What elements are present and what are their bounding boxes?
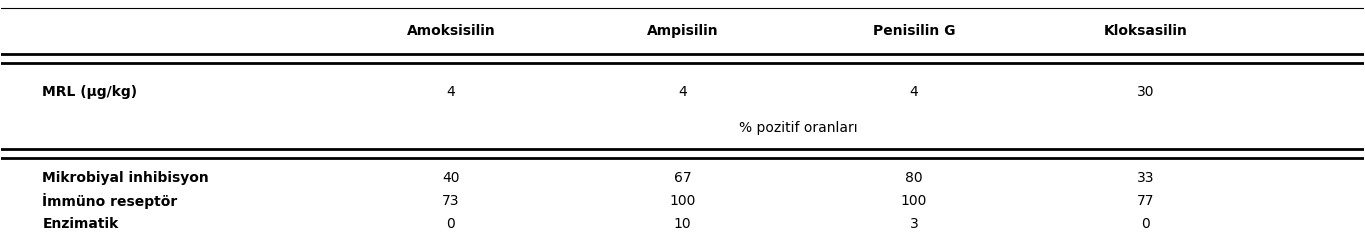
Text: Kloksasilin: Kloksasilin	[1104, 24, 1188, 38]
Text: % pozitif oranları: % pozitif oranları	[738, 121, 857, 135]
Text: İmmüno reseptör: İmmüno reseptör	[42, 193, 177, 209]
Text: 4: 4	[678, 85, 687, 99]
Text: Mikrobiyal inhibisyon: Mikrobiyal inhibisyon	[42, 171, 209, 185]
Text: 0: 0	[446, 217, 456, 231]
Text: 0: 0	[1141, 217, 1151, 231]
Text: Enzimatik: Enzimatik	[42, 217, 119, 231]
Text: 4: 4	[446, 85, 456, 99]
Text: Amoksisilin: Amoksisilin	[407, 24, 495, 38]
Text: 3: 3	[909, 217, 919, 231]
Text: 33: 33	[1137, 171, 1155, 185]
Text: Penisilin G: Penisilin G	[872, 24, 956, 38]
Text: MRL (μg/kg): MRL (μg/kg)	[42, 85, 138, 99]
Text: 77: 77	[1137, 194, 1155, 208]
Text: 100: 100	[901, 194, 927, 208]
Text: 30: 30	[1137, 85, 1155, 99]
Text: 10: 10	[674, 217, 691, 231]
Text: 40: 40	[442, 171, 460, 185]
Text: 100: 100	[669, 194, 696, 208]
Text: 67: 67	[674, 171, 691, 185]
Text: Ampisilin: Ampisilin	[647, 24, 718, 38]
Text: 73: 73	[442, 194, 460, 208]
Text: 80: 80	[905, 171, 923, 185]
Text: 4: 4	[909, 85, 919, 99]
